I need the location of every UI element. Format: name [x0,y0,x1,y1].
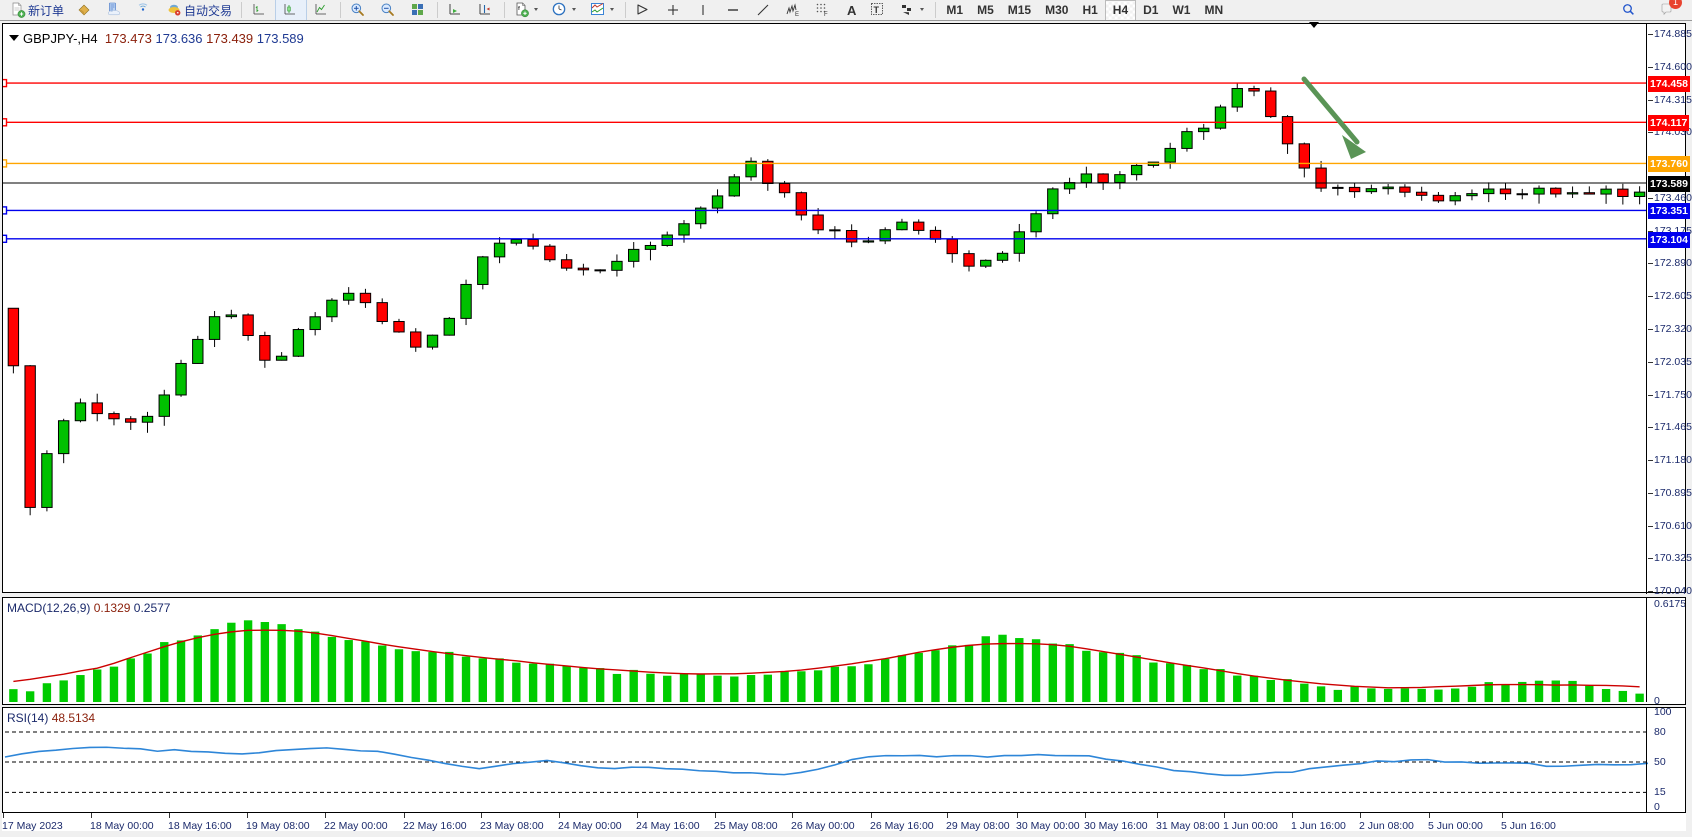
svg-text:T: T [874,5,880,15]
svg-text:F: F [824,12,828,18]
svg-text:f: f [518,6,520,12]
svg-text:E: E [795,12,799,18]
